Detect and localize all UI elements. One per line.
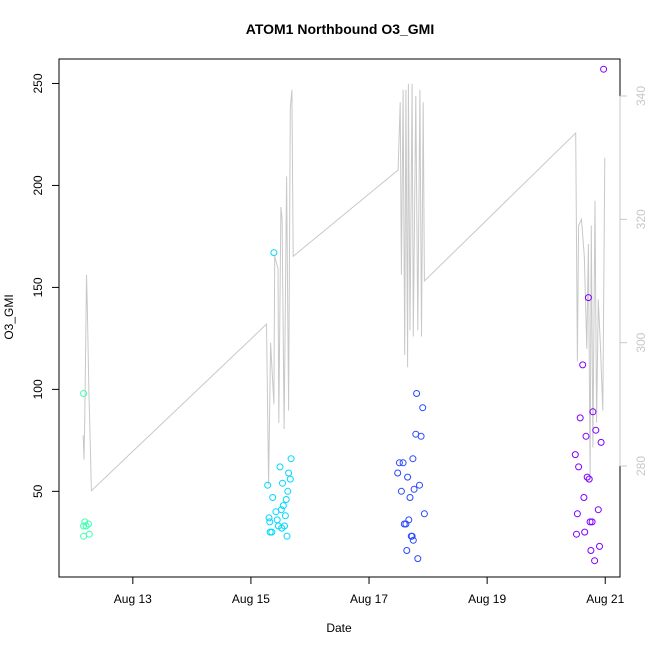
x-axis-label: Date <box>326 621 352 635</box>
data-point <box>597 438 605 446</box>
data-point <box>575 463 583 471</box>
y-tick-label: 100 <box>31 379 45 399</box>
data-point <box>264 481 272 489</box>
data-point <box>591 557 599 565</box>
data-point <box>413 390 421 397</box>
data-point <box>269 494 277 501</box>
data-point <box>579 361 587 369</box>
plot-marks <box>80 65 608 565</box>
y-tick-label: 150 <box>31 277 45 297</box>
data-point <box>284 487 292 495</box>
y-tick-label: 250 <box>31 73 45 93</box>
data-point <box>397 487 405 495</box>
data-point <box>592 426 600 434</box>
data-point <box>576 414 584 422</box>
secondary-series-line <box>82 83 606 492</box>
data-point <box>408 532 416 540</box>
data-point <box>276 463 284 471</box>
y-tick-label: 200 <box>31 175 45 195</box>
data-point <box>85 520 92 528</box>
data-point <box>580 494 588 501</box>
data-point <box>409 536 417 544</box>
data-point <box>416 481 423 489</box>
data-point <box>585 475 593 483</box>
data-point <box>596 542 603 550</box>
data-point <box>582 432 590 440</box>
data-point <box>265 514 273 522</box>
x-axis: Aug 13 Aug 15 Aug 17 Aug 19 Aug 21 <box>114 576 625 606</box>
data-point <box>419 404 427 412</box>
data-point <box>394 469 402 477</box>
data-point <box>410 485 418 493</box>
data-point <box>277 506 285 514</box>
x-tick-label: Aug 19 <box>468 592 506 606</box>
data-point <box>586 518 594 526</box>
data-point <box>573 530 580 538</box>
data-point <box>583 473 591 481</box>
data-point <box>584 294 592 302</box>
data-point <box>588 518 596 526</box>
data-point <box>270 249 278 257</box>
data-point <box>80 390 88 397</box>
data-point <box>282 496 290 503</box>
data-point <box>405 516 413 524</box>
y2-tick-label: 280 <box>634 456 648 476</box>
data-point <box>581 528 589 536</box>
data-point <box>266 518 274 526</box>
data-point <box>587 547 595 554</box>
data-point <box>81 518 89 526</box>
data-point <box>600 65 608 73</box>
data-point <box>287 455 295 463</box>
data-point <box>281 512 289 520</box>
y-axis-label: O3_GMI <box>2 294 16 339</box>
data-point <box>409 455 417 463</box>
data-point <box>404 473 412 481</box>
data-point <box>571 451 579 459</box>
data-point <box>395 459 403 467</box>
data-point <box>414 555 422 563</box>
data-point <box>279 479 286 487</box>
data-point <box>399 459 407 467</box>
chart-title: ATOM1 Northbound O3_GMI <box>246 21 434 37</box>
x-tick-label: Aug 21 <box>586 592 624 606</box>
data-point <box>594 506 602 514</box>
data-point <box>283 532 291 540</box>
y2-tick-label: 320 <box>634 209 648 229</box>
data-point <box>589 408 597 416</box>
data-point <box>417 432 425 440</box>
data-point <box>406 494 414 501</box>
y2-tick-label: 300 <box>634 332 648 352</box>
y-tick-label: 50 <box>31 484 45 498</box>
data-point <box>420 510 428 518</box>
data-point <box>573 510 581 518</box>
data-point <box>279 502 287 510</box>
x-tick-label: Aug 17 <box>350 592 388 606</box>
x-tick-label: Aug 15 <box>232 592 270 606</box>
data-point <box>268 528 276 536</box>
data-point <box>281 522 288 530</box>
y2-tick-label: 340 <box>634 86 648 106</box>
data-point <box>286 475 294 483</box>
secondary-y-axis: 280 300 320 340 <box>619 86 648 476</box>
data-point <box>85 530 93 538</box>
data-point <box>285 469 293 477</box>
data-point <box>403 547 411 554</box>
y-axis: 50 100 150 200 250 <box>31 73 60 498</box>
x-tick-label: Aug 13 <box>114 592 152 606</box>
